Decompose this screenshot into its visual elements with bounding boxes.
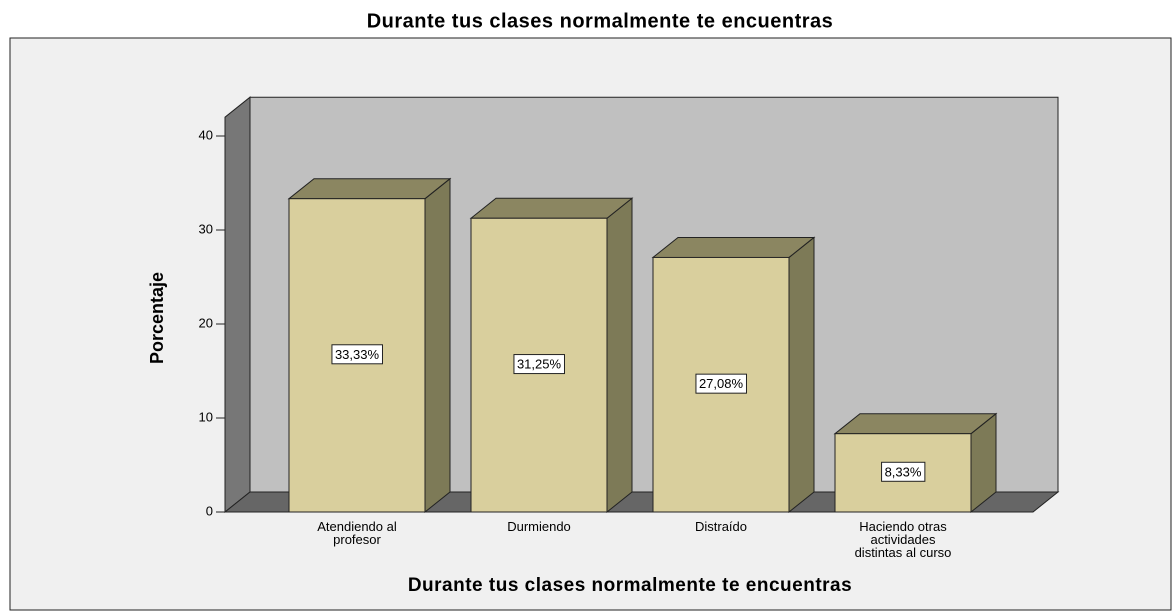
- data-label-box: [695, 373, 747, 394]
- bar: [470, 217, 608, 513]
- side-wall: [224, 96, 251, 514]
- bar-top: [469, 197, 634, 219]
- data-label: 27,08%: [699, 376, 744, 391]
- data-label: 33,33%: [335, 347, 380, 362]
- y-tick-label: 20: [199, 315, 213, 330]
- x-tick-label: Distraído: [695, 519, 747, 534]
- data-label-box: [513, 354, 565, 375]
- data-label-box: [881, 461, 926, 482]
- x-tick-label: Haciendo otras actividades distintas al cu…: [855, 519, 952, 560]
- y-tick-label: 0: [206, 503, 213, 518]
- bar-top: [651, 236, 816, 258]
- data-label: 8,33%: [885, 464, 922, 479]
- x-tick-label: Durmiendo: [507, 519, 571, 534]
- bar-side: [788, 236, 815, 514]
- bar-side: [606, 197, 633, 514]
- chart-title: Durante tus clases normalmente te encuen…: [367, 10, 834, 32]
- y-tick-label: 40: [199, 127, 213, 142]
- x-axis-title: Durante tus clases normalmente te encuen…: [408, 575, 852, 596]
- data-label-box: [331, 344, 383, 365]
- x-tick-label: Atendiendo al profesor: [317, 519, 397, 547]
- data-label: 31,25%: [517, 357, 562, 372]
- bar-top: [833, 413, 998, 435]
- y-tick-label: 30: [199, 221, 213, 236]
- bar-top: [287, 178, 452, 200]
- y-axis-title: Porcentaje: [147, 272, 167, 364]
- bar-side: [424, 177, 451, 514]
- y-tick-label: 10: [199, 409, 213, 424]
